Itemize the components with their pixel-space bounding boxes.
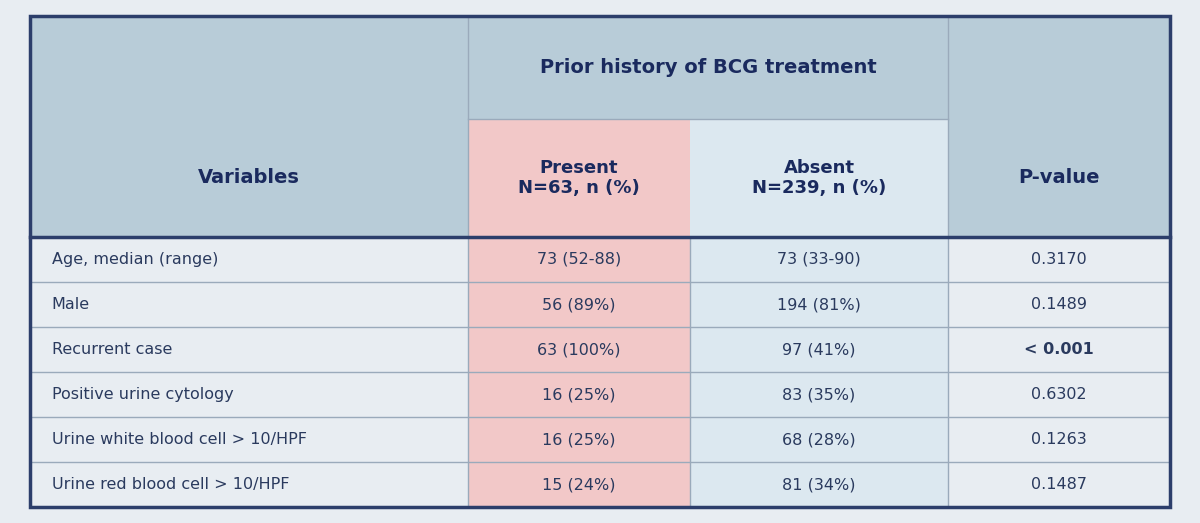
Bar <box>948 237 1170 282</box>
Text: 0.6302: 0.6302 <box>1031 387 1087 402</box>
Text: Recurrent case: Recurrent case <box>52 342 172 357</box>
Text: 63 (100%): 63 (100%) <box>538 342 620 357</box>
Bar <box>30 119 468 237</box>
Text: 15 (24%): 15 (24%) <box>542 477 616 492</box>
Text: Positive urine cytology: Positive urine cytology <box>52 387 233 402</box>
Text: Urine red blood cell > 10/HPF: Urine red blood cell > 10/HPF <box>52 477 289 492</box>
Text: 73 (52-88): 73 (52-88) <box>536 252 622 267</box>
Bar <box>30 237 468 282</box>
Bar <box>468 282 690 327</box>
Bar <box>30 372 468 417</box>
Bar <box>948 372 1170 417</box>
Text: 16 (25%): 16 (25%) <box>542 432 616 447</box>
Bar <box>948 462 1170 507</box>
Bar <box>690 282 948 327</box>
Bar <box>690 372 948 417</box>
Text: 0.1263: 0.1263 <box>1031 432 1087 447</box>
Text: 16 (25%): 16 (25%) <box>542 387 616 402</box>
Text: Age, median (range): Age, median (range) <box>52 252 218 267</box>
Text: Variables: Variables <box>198 168 300 187</box>
Bar <box>468 417 690 462</box>
Text: Absent
N=239, n (%): Absent N=239, n (%) <box>752 158 886 197</box>
Bar <box>948 16 1170 119</box>
Text: 194 (81%): 194 (81%) <box>778 297 860 312</box>
Text: 0.1489: 0.1489 <box>1031 297 1087 312</box>
Text: 83 (35%): 83 (35%) <box>782 387 856 402</box>
Bar <box>468 327 690 372</box>
Text: 0.3170: 0.3170 <box>1031 252 1087 267</box>
Bar <box>948 327 1170 372</box>
Bar <box>30 327 468 372</box>
Text: 81 (34%): 81 (34%) <box>782 477 856 492</box>
Bar <box>30 417 468 462</box>
Bar <box>690 327 948 372</box>
Bar <box>690 462 948 507</box>
Text: P-value: P-value <box>1019 168 1099 187</box>
Bar <box>690 119 948 237</box>
Text: 68 (28%): 68 (28%) <box>782 432 856 447</box>
Text: 0.1487: 0.1487 <box>1031 477 1087 492</box>
Text: 73 (33-90): 73 (33-90) <box>778 252 860 267</box>
Bar <box>468 237 690 282</box>
Bar <box>468 119 690 237</box>
Bar <box>468 462 690 507</box>
Bar <box>690 237 948 282</box>
Text: Urine white blood cell > 10/HPF: Urine white blood cell > 10/HPF <box>52 432 307 447</box>
Text: Male: Male <box>52 297 90 312</box>
Text: 56 (89%): 56 (89%) <box>542 297 616 312</box>
Bar <box>948 417 1170 462</box>
Bar <box>30 16 468 119</box>
Bar <box>690 417 948 462</box>
Text: Prior history of BCG treatment: Prior history of BCG treatment <box>540 58 876 77</box>
Bar <box>948 119 1170 237</box>
Bar <box>468 16 948 119</box>
Bar <box>30 282 468 327</box>
Text: < 0.001: < 0.001 <box>1024 342 1094 357</box>
Bar <box>30 462 468 507</box>
Text: 97 (41%): 97 (41%) <box>782 342 856 357</box>
Bar <box>468 372 690 417</box>
Bar <box>948 282 1170 327</box>
Text: Present
N=63, n (%): Present N=63, n (%) <box>518 158 640 197</box>
